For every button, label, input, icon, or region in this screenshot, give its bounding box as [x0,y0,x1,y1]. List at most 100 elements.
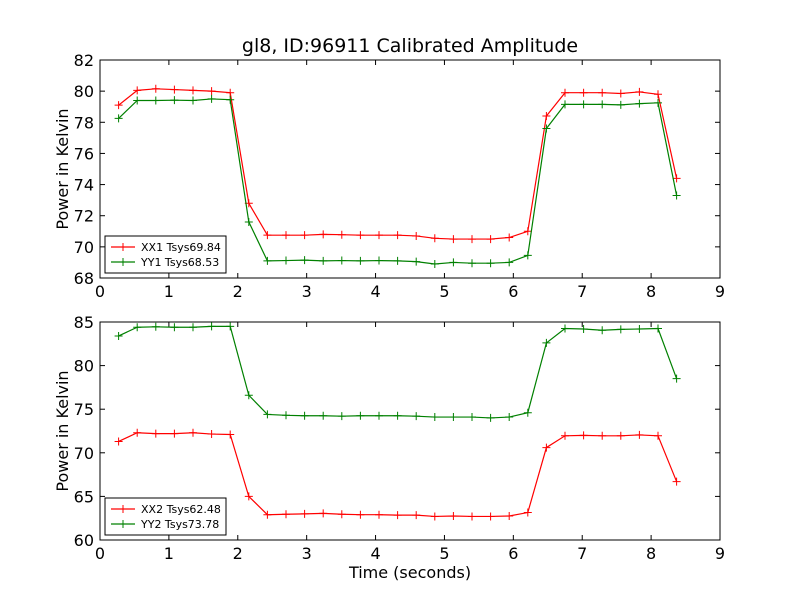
y-axis-label: Power in Kelvin [53,370,72,491]
plot-frame [99,321,721,541]
data-point-marker [207,430,216,439]
data-point-marker [449,235,458,244]
data-point-marker [263,410,272,419]
data-point-marker [244,492,253,501]
data-point-marker [635,430,644,439]
data-point-marker [282,231,290,240]
y-tick-label: 78 [74,113,94,132]
data-point-marker [375,231,383,240]
data-point-marker [654,431,662,440]
x-tick-label: 3 [302,544,312,563]
data-point-marker [616,431,625,440]
data-point-marker [319,509,328,518]
data-point-marker [523,408,532,417]
data-point-marker [542,112,551,121]
data-point-marker [151,322,160,331]
x-axis-label: Time (seconds) [348,563,471,582]
plot-frame [99,59,721,279]
data-point-marker [263,231,272,240]
data-point-marker [337,510,346,519]
data-point-marker [635,99,644,108]
y-tick-label: 60 [74,531,94,550]
data-point-marker [356,510,365,519]
data-point-marker [542,443,551,452]
data-point-marker [375,411,383,420]
legend-label: YY1 Tsys68.53 [140,256,219,269]
data-point-marker [226,88,235,97]
data-point-marker [114,437,123,446]
figure-title: gl8, ID:96911 Calibrated Amplitude [242,35,578,57]
data-point-marker [561,100,569,109]
y-tick-label: 70 [74,238,94,257]
data-point-marker [486,259,495,268]
data-point-marker [579,100,588,109]
data-point-marker [468,259,476,268]
legend-marker [119,243,127,251]
legend-box [104,235,227,274]
data-point-marker [226,430,235,439]
data-point-marker [561,88,569,97]
data-point-marker [189,323,197,332]
data-point-marker [412,511,421,520]
data-point-marker [393,411,402,420]
y-tick-label: 68 [74,269,94,288]
data-point-marker [449,413,458,422]
data-point-marker [133,323,142,332]
x-tick-label: 2 [233,282,243,301]
data-point-marker [468,413,476,422]
data-point-marker [207,94,216,103]
data-point-marker [672,174,681,183]
x-tick-label: 7 [577,282,587,301]
data-point-marker [654,90,662,99]
data-point-marker [170,96,179,105]
data-point-marker [170,429,179,438]
y-tick-label: 75 [74,400,94,419]
data-point-marker [207,322,216,331]
data-point-marker [542,124,551,133]
data-point-marker [579,88,588,97]
data-point-marker [189,96,197,105]
legend: XX1 Tsys69.84 YY1 Tsys68.53 [104,235,227,274]
x-tick-label: 3 [302,282,312,301]
x-tick-label: 0 [95,282,105,301]
data-point-marker [282,510,290,519]
data-point-marker [244,391,253,400]
data-point-marker [672,374,681,383]
data-point-marker [244,217,253,226]
data-point-marker [151,96,160,105]
data-point-marker [616,100,625,109]
data-point-marker [337,412,346,421]
x-tick-label: 5 [439,282,449,301]
data-point-marker [523,508,532,517]
data-point-marker [133,428,142,437]
data-point-marker [170,323,179,332]
x-tick-label: 0 [95,544,105,563]
legend-label: XX2 Tsys62.48 [141,503,221,516]
data-point-marker [505,512,514,521]
data-point-marker [282,411,290,420]
data-point-marker [598,431,607,440]
data-point-marker [579,431,588,440]
legend-label: XX1 Tsys69.84 [141,241,221,254]
data-point-marker [226,95,235,104]
y-axis-label: Power in Kelvin [53,108,72,229]
data-point-marker [375,256,383,265]
data-point-marker [151,429,160,438]
data-point-marker [300,256,309,265]
data-point-marker [412,231,421,240]
legend-marker [119,520,127,528]
data-point-marker [393,231,402,240]
data-point-marker [263,256,272,265]
legend-box [104,497,227,536]
data-point-marker [449,258,458,267]
data-point-marker [523,227,532,236]
data-point-marker [319,230,328,239]
y-tick-label: 80 [74,82,94,101]
data-point-marker [133,96,142,105]
data-point-marker [430,259,439,268]
x-tick-label: 1 [164,544,174,563]
data-point-marker [337,230,346,239]
data-point-marker [616,325,625,334]
